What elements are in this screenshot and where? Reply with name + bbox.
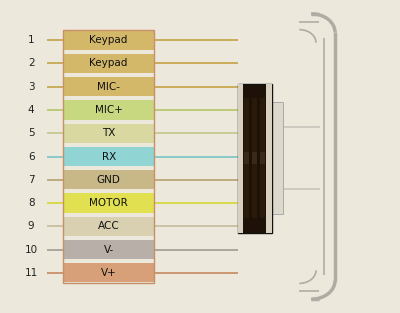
- Bar: [252, 99, 257, 152]
- Bar: [63, 193, 154, 213]
- Bar: [63, 240, 154, 259]
- Text: V+: V+: [101, 268, 116, 278]
- Bar: [63, 30, 154, 283]
- Bar: [63, 217, 154, 236]
- Text: MIC-: MIC-: [97, 82, 120, 92]
- Bar: [260, 99, 265, 152]
- Bar: [252, 164, 257, 218]
- Bar: [266, 84, 272, 233]
- Bar: [244, 164, 249, 218]
- Text: Keypad: Keypad: [90, 59, 128, 69]
- Text: MIC+: MIC+: [95, 105, 122, 115]
- Text: 11: 11: [24, 268, 38, 278]
- Bar: [244, 99, 249, 152]
- Bar: [260, 152, 265, 164]
- Text: ACC: ACC: [98, 221, 120, 231]
- Text: 3: 3: [28, 82, 34, 92]
- Text: 5: 5: [28, 128, 34, 138]
- Bar: [63, 54, 154, 73]
- Bar: [63, 77, 154, 96]
- Bar: [238, 84, 272, 233]
- Text: Keypad: Keypad: [90, 35, 128, 45]
- Bar: [63, 170, 154, 189]
- Text: 9: 9: [28, 221, 34, 231]
- Bar: [272, 102, 284, 214]
- Text: GND: GND: [97, 175, 120, 185]
- Text: V-: V-: [104, 244, 114, 254]
- Text: MOTOR: MOTOR: [89, 198, 128, 208]
- Bar: [63, 31, 154, 50]
- Bar: [252, 152, 257, 164]
- Bar: [260, 164, 265, 218]
- Bar: [63, 100, 154, 120]
- Text: 7: 7: [28, 175, 34, 185]
- Bar: [238, 84, 243, 233]
- Text: 10: 10: [25, 244, 38, 254]
- Bar: [63, 263, 154, 282]
- Text: TX: TX: [102, 128, 115, 138]
- Text: RX: RX: [102, 151, 116, 162]
- Text: 6: 6: [28, 151, 34, 162]
- Text: 2: 2: [28, 59, 34, 69]
- Bar: [244, 152, 249, 164]
- Bar: [63, 147, 154, 166]
- Text: 1: 1: [28, 35, 34, 45]
- Text: 4: 4: [28, 105, 34, 115]
- Text: 8: 8: [28, 198, 34, 208]
- Bar: [63, 124, 154, 143]
